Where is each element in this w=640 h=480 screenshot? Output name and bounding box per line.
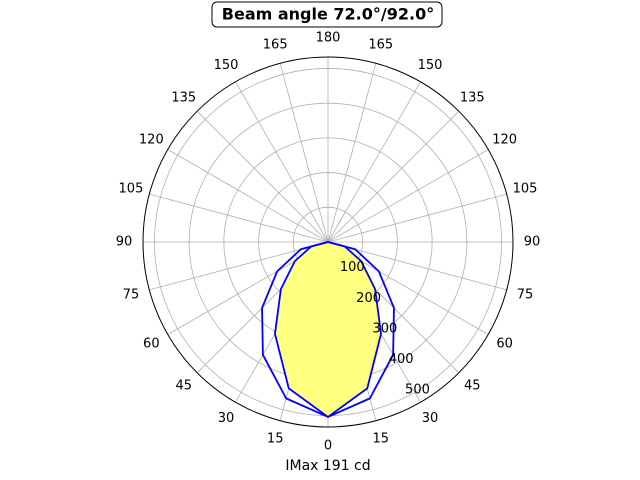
angle-label: 90	[524, 235, 541, 250]
grid-spoke	[279, 63, 329, 243]
angle-label: 30	[218, 411, 235, 426]
angle-label: 150	[214, 58, 239, 73]
title-box	[211, 1, 443, 28]
angle-label: 105	[513, 182, 538, 197]
grid-spoke	[149, 241, 329, 291]
radial-label: 100	[340, 260, 365, 275]
angle-label: 120	[492, 133, 517, 148]
angle-label: 120	[139, 133, 164, 148]
radial-label: 400	[389, 352, 414, 367]
grid-spoke	[149, 193, 329, 243]
x-axis-label: IMax 191 cd	[285, 458, 370, 474]
series-line	[261, 241, 395, 418]
angle-label: 135	[460, 90, 485, 105]
angle-label: 90	[116, 235, 133, 250]
angle-label: 150	[418, 58, 443, 73]
series-fill	[274, 242, 382, 417]
angle-label: 30	[422, 411, 439, 426]
grid-spoke	[327, 241, 507, 291]
angle-label: 75	[123, 287, 140, 302]
angle-label: 15	[267, 432, 284, 447]
angle-label: 75	[517, 287, 534, 302]
angle-label: 45	[464, 379, 481, 394]
angle-label: 135	[171, 90, 196, 105]
angle-label: 165	[263, 37, 288, 52]
angle-label: 15	[373, 432, 390, 447]
grid-spoke	[196, 110, 329, 243]
radial-label: 500	[405, 383, 430, 398]
angle-label: 0	[324, 439, 332, 454]
angle-label: 60	[496, 337, 513, 352]
angle-label: 60	[143, 337, 160, 352]
radial-label: 300	[372, 321, 397, 336]
grid-spoke	[327, 81, 421, 243]
radial-label: 200	[356, 291, 381, 306]
angle-label: 45	[175, 379, 192, 394]
angle-label: 165	[368, 37, 393, 52]
angle-label: 180	[316, 31, 341, 46]
chart-title: Beam angle 72.0°/92.0°	[222, 5, 434, 24]
grid-spoke	[327, 149, 489, 243]
grid-spoke	[327, 63, 377, 243]
grid-spoke	[167, 149, 329, 243]
grid-spoke	[235, 81, 329, 243]
angle-label: 105	[119, 182, 144, 197]
outer-circle	[142, 56, 514, 428]
grid-spoke	[327, 193, 507, 243]
grid-spoke	[327, 110, 460, 243]
